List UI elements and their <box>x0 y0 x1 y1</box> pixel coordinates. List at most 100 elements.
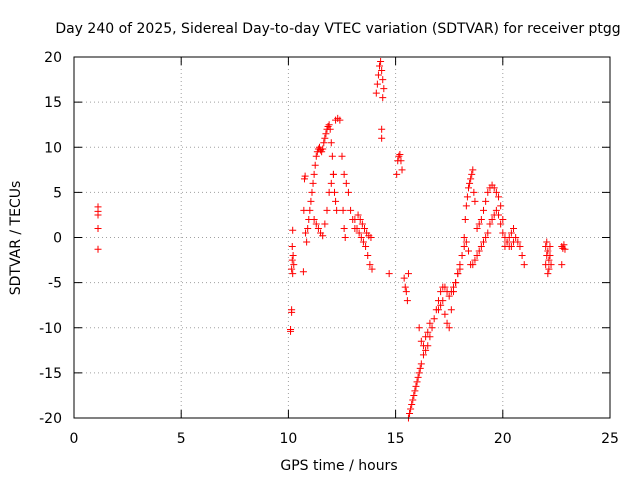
data-point <box>471 197 479 205</box>
data-point <box>452 279 460 287</box>
data-point <box>463 193 471 201</box>
data-point <box>464 184 472 192</box>
data-point <box>558 261 566 269</box>
data-point <box>372 89 380 97</box>
data-point <box>309 179 317 187</box>
data-point <box>302 229 310 237</box>
x-tick-label: 25 <box>601 431 619 447</box>
data-point <box>454 270 462 278</box>
chart-title: Day 240 of 2025, Sidereal Day-to-day VTE… <box>55 21 620 37</box>
data-point <box>410 391 418 399</box>
data-point <box>94 211 102 219</box>
data-point <box>422 333 430 341</box>
data-point <box>310 215 318 223</box>
data-point <box>445 292 453 300</box>
data-point <box>395 152 403 160</box>
data-point <box>373 80 381 88</box>
data-point <box>546 252 554 260</box>
data-point <box>495 193 503 201</box>
data-point <box>344 188 352 196</box>
data-point <box>396 150 404 158</box>
data-point <box>495 211 503 219</box>
data-point <box>560 241 568 249</box>
data-point <box>407 405 415 413</box>
data-point <box>516 243 524 251</box>
data-point <box>321 220 329 228</box>
data-point <box>385 270 393 278</box>
data-point <box>94 245 102 253</box>
y-tick-label: -10 <box>39 321 62 337</box>
data-point <box>380 85 388 93</box>
data-point <box>470 188 478 196</box>
data-point <box>462 238 470 246</box>
data-point <box>288 308 296 316</box>
data-point <box>439 297 447 305</box>
data-point <box>426 319 434 327</box>
data-point <box>326 125 334 133</box>
data-point <box>490 184 498 192</box>
data-point <box>340 170 348 178</box>
data-point <box>377 58 385 66</box>
data-point <box>347 206 355 214</box>
data-point <box>445 324 453 332</box>
data-point <box>356 215 364 223</box>
data-point <box>408 400 416 408</box>
data-point <box>307 197 315 205</box>
y-tick-label: 15 <box>44 95 62 111</box>
data-point <box>510 224 518 232</box>
data-point <box>94 224 102 232</box>
data-point <box>409 396 417 404</box>
data-point <box>379 94 387 102</box>
data-point <box>319 232 327 240</box>
data-point <box>376 62 384 70</box>
data-point <box>449 288 457 296</box>
data-point <box>492 188 500 196</box>
data-point <box>417 337 425 345</box>
data-point <box>325 121 333 129</box>
data-point <box>462 202 470 210</box>
data-point <box>497 220 505 228</box>
data-point <box>358 220 366 228</box>
data-point <box>475 247 483 255</box>
data-point <box>319 145 327 153</box>
data-point <box>480 238 488 246</box>
data-point <box>497 202 505 210</box>
data-point <box>355 229 363 237</box>
data-point <box>361 224 369 232</box>
data-point <box>288 256 296 264</box>
data-point <box>545 256 553 264</box>
data-point <box>374 71 382 79</box>
data-point <box>327 139 335 147</box>
data-point <box>430 315 438 323</box>
data-point <box>486 220 494 228</box>
x-axis-label: GPS time / hours <box>280 458 397 474</box>
data-point <box>460 234 468 241</box>
data-point <box>411 387 419 395</box>
data-point <box>341 234 349 241</box>
data-point <box>303 238 311 246</box>
data-point <box>400 274 408 282</box>
data-point <box>401 283 409 291</box>
y-tick-label: -15 <box>39 366 62 382</box>
data-point <box>561 245 569 253</box>
data-point <box>398 166 406 174</box>
data-point <box>397 157 405 165</box>
data-point <box>289 226 297 234</box>
data-point <box>339 206 347 214</box>
data-point <box>469 166 477 174</box>
data-point <box>461 215 469 223</box>
data-point <box>290 261 298 269</box>
data-point <box>289 252 297 260</box>
data-point <box>311 161 319 169</box>
data-point <box>299 268 307 276</box>
x-tick-label: 0 <box>70 431 79 447</box>
data-point <box>514 238 522 246</box>
data-point <box>419 351 427 359</box>
data-point <box>362 243 370 251</box>
data-point <box>366 261 374 269</box>
data-point <box>437 301 445 309</box>
data-point <box>546 243 554 251</box>
data-point <box>412 382 420 390</box>
data-point <box>364 252 372 260</box>
